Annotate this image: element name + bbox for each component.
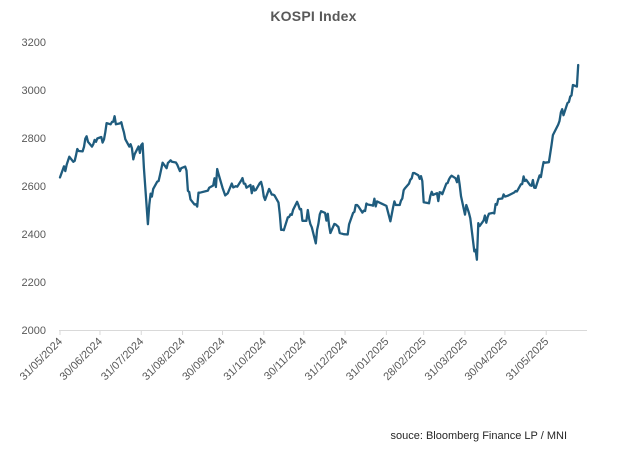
y-axis-tick-label: 3200 bbox=[22, 37, 46, 49]
x-axis-tick-label: 30/11/2024 bbox=[262, 336, 309, 383]
x-axis-tick-label: 30/09/2024 bbox=[180, 336, 227, 383]
x-axis-tick-label: 31/07/2024 bbox=[99, 336, 146, 383]
kospi-series-line bbox=[58, 63, 580, 261]
y-axis-tick-label: 3000 bbox=[22, 85, 46, 97]
x-axis-tick-label: 30/06/2024 bbox=[58, 336, 105, 383]
y-axis-tick-label: 2400 bbox=[22, 229, 46, 241]
chart-title: KOSPI Index bbox=[270, 8, 357, 24]
x-axis-tick-label: 31/10/2024 bbox=[222, 336, 269, 383]
x-axis-tick-label: 31/12/2024 bbox=[303, 336, 350, 383]
x-axis-tick-label: 31/05/2025 bbox=[504, 336, 551, 383]
y-axis-tick-label: 2200 bbox=[22, 277, 46, 289]
source-note: souce: Bloomberg Finance LP / MNI bbox=[390, 430, 568, 442]
y-axis-tick-label: 2800 bbox=[22, 133, 46, 145]
y-axis-tick-label: 2000 bbox=[22, 325, 46, 337]
y-axis-tick-label: 2600 bbox=[22, 181, 46, 193]
x-axis-tick-label: 30/04/2025 bbox=[463, 336, 510, 383]
